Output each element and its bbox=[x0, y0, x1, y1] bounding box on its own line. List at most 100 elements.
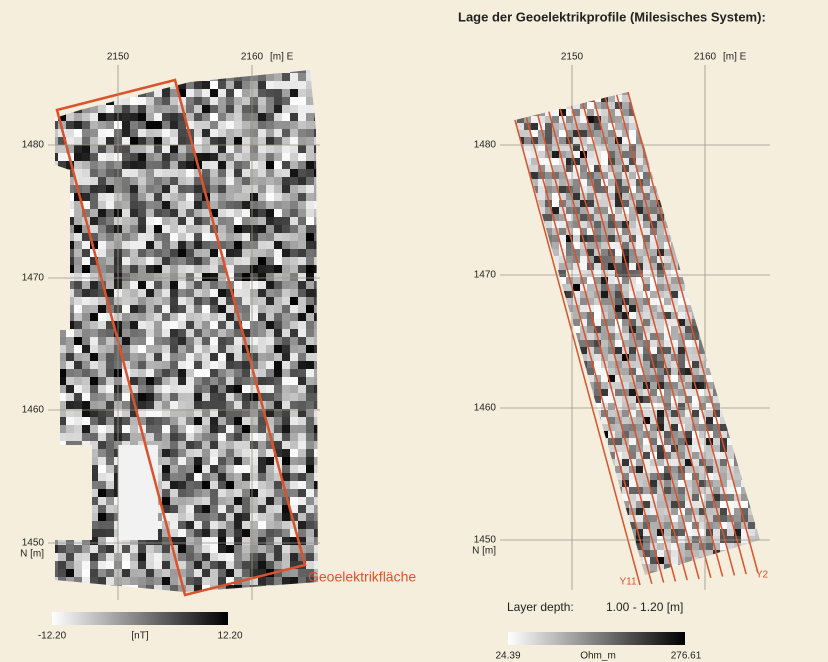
pixel bbox=[90, 73, 99, 82]
pixel bbox=[202, 561, 211, 570]
pixel bbox=[517, 424, 525, 432]
pixel bbox=[531, 361, 539, 369]
pixel bbox=[250, 225, 259, 234]
pixel bbox=[290, 241, 299, 250]
pixel bbox=[580, 438, 588, 446]
pixel bbox=[170, 577, 179, 586]
pixel bbox=[538, 445, 546, 453]
pixel bbox=[510, 214, 518, 222]
pixel bbox=[678, 95, 686, 103]
pixel bbox=[50, 73, 59, 82]
pixel bbox=[748, 116, 756, 124]
pixel bbox=[531, 459, 539, 467]
pixel bbox=[66, 305, 75, 314]
pixel bbox=[706, 123, 714, 131]
pixel bbox=[727, 578, 735, 586]
pixel bbox=[218, 425, 227, 434]
pixel bbox=[545, 382, 553, 390]
pixel bbox=[250, 529, 259, 538]
pixel bbox=[194, 73, 203, 82]
pixel bbox=[162, 97, 171, 106]
pixel bbox=[314, 137, 323, 146]
pixel bbox=[170, 193, 179, 202]
pixel bbox=[650, 291, 658, 299]
pixel bbox=[587, 291, 595, 299]
pixel bbox=[552, 403, 560, 411]
pixel bbox=[573, 95, 581, 103]
pixel bbox=[58, 569, 67, 578]
pixel bbox=[748, 263, 756, 271]
pixel bbox=[58, 201, 67, 210]
pixel bbox=[306, 89, 315, 98]
pixel bbox=[587, 571, 595, 579]
pixel bbox=[629, 305, 637, 313]
pixel bbox=[98, 377, 107, 386]
pixel bbox=[218, 521, 227, 530]
pixel bbox=[74, 209, 83, 218]
pixel bbox=[692, 403, 700, 411]
pixel bbox=[573, 473, 581, 481]
pixel bbox=[290, 481, 299, 490]
pixel bbox=[74, 449, 83, 458]
pixel bbox=[524, 459, 532, 467]
pixel bbox=[510, 543, 518, 551]
pixel bbox=[622, 410, 630, 418]
pixel bbox=[138, 177, 147, 186]
pixel bbox=[146, 585, 155, 594]
pixel bbox=[242, 369, 251, 378]
pixel bbox=[266, 289, 275, 298]
pixel bbox=[706, 228, 714, 236]
pixel bbox=[531, 466, 539, 474]
pixel bbox=[130, 137, 139, 146]
pixel bbox=[82, 449, 91, 458]
pixel bbox=[748, 424, 756, 432]
pixel bbox=[266, 161, 275, 170]
pixel bbox=[146, 425, 155, 434]
x-unit: [m] E bbox=[270, 52, 294, 63]
pixel bbox=[178, 257, 187, 266]
pixel bbox=[226, 169, 235, 178]
pixel bbox=[713, 270, 721, 278]
pixel bbox=[538, 459, 546, 467]
pixel bbox=[146, 161, 155, 170]
pixel bbox=[106, 481, 115, 490]
pixel bbox=[266, 65, 275, 74]
pixel bbox=[50, 505, 59, 514]
pixel bbox=[234, 289, 243, 298]
pixel bbox=[727, 193, 735, 201]
pixel bbox=[138, 321, 147, 330]
pixel bbox=[510, 445, 518, 453]
pixel bbox=[734, 88, 742, 96]
pixel bbox=[106, 105, 115, 114]
pixel bbox=[510, 347, 518, 355]
pixel bbox=[186, 185, 195, 194]
pixel bbox=[615, 564, 623, 572]
pixel bbox=[90, 217, 99, 226]
pixel bbox=[552, 284, 560, 292]
pixel bbox=[748, 109, 756, 117]
pixel bbox=[146, 321, 155, 330]
pixel bbox=[298, 361, 307, 370]
pixel bbox=[282, 129, 291, 138]
pixel bbox=[146, 185, 155, 194]
pixel bbox=[162, 249, 171, 258]
pixel bbox=[692, 88, 700, 96]
pixel bbox=[122, 209, 131, 218]
pixel bbox=[306, 217, 315, 226]
pixel bbox=[266, 281, 275, 290]
pixel bbox=[678, 396, 686, 404]
pixel bbox=[545, 221, 553, 229]
pixel bbox=[234, 113, 243, 122]
pixel bbox=[664, 102, 672, 110]
pixel bbox=[122, 321, 131, 330]
pixel bbox=[587, 431, 595, 439]
pixel bbox=[587, 326, 595, 334]
pixel bbox=[587, 284, 595, 292]
pixel bbox=[258, 273, 267, 282]
pixel bbox=[664, 578, 672, 586]
pixel bbox=[559, 557, 567, 565]
pixel bbox=[580, 473, 588, 481]
pixel bbox=[50, 529, 59, 538]
pixel bbox=[531, 494, 539, 502]
pixel bbox=[727, 452, 735, 460]
